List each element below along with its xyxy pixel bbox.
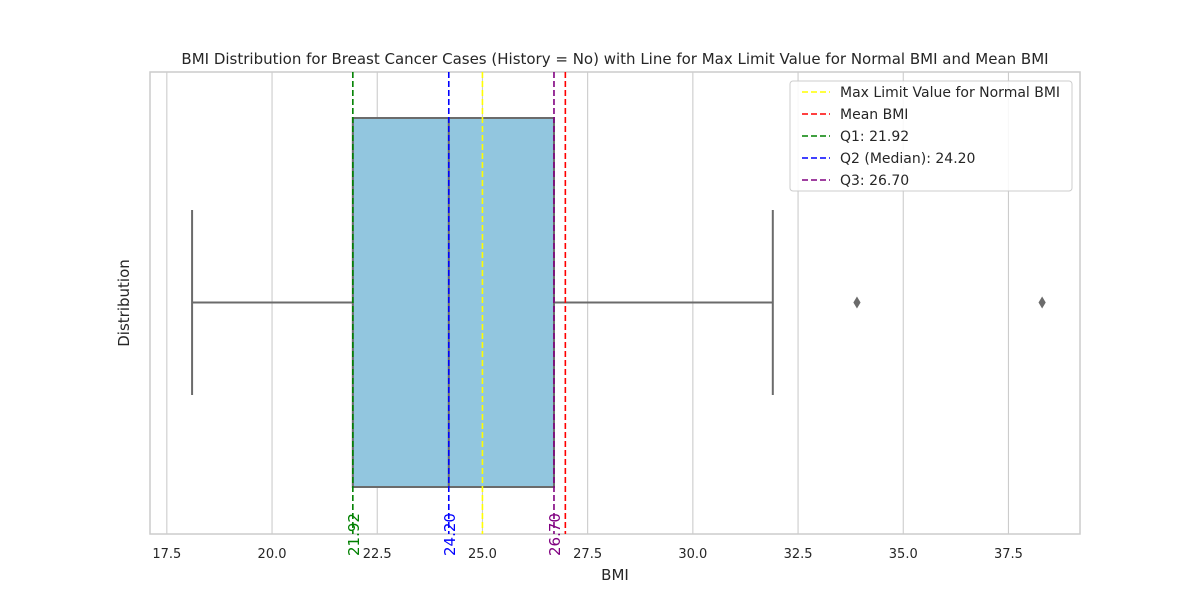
legend-entry: Q1: 21.92 [840, 129, 909, 145]
x-tick-label: 22.5 [363, 547, 392, 562]
legend: Max Limit Value for Normal BMI Mean BMI Q1… [789, 80, 1073, 192]
legend-box [789, 80, 1073, 192]
x-tick-label: 25.0 [468, 547, 497, 562]
chart-title: BMI Distribution for Breast Cancer Cases… [181, 50, 1048, 68]
x-tick-label: 27.5 [573, 547, 602, 562]
x-tick-label: 37.5 [994, 547, 1023, 562]
reference-line-label: 21.92 [345, 513, 363, 556]
reference-line-label: 26.70 [546, 513, 564, 556]
x-tick-label: 35.0 [889, 547, 918, 562]
outlier-point [853, 296, 861, 309]
x-tick-label: 17.5 [152, 547, 181, 562]
plot-frame [149, 71, 1081, 535]
legend-entry: Mean BMI [840, 107, 908, 123]
iqr-box [351, 117, 555, 488]
legend-entry: Max Limit Value for Normal BMI [840, 85, 1060, 101]
y-axis-label: Distribution [115, 259, 133, 347]
x-tick-label: 20.0 [258, 547, 287, 562]
outlier-point [1038, 296, 1046, 309]
x-tick-label: 32.5 [784, 547, 813, 562]
legend-entry: Q2 (Median): 24.20 [840, 151, 975, 167]
x-tick-label: 30.0 [678, 547, 707, 562]
reference-line-label: 24.20 [441, 513, 459, 556]
legend-entry: Q3: 26.70 [840, 173, 909, 189]
x-axis-label: BMI [601, 566, 629, 584]
